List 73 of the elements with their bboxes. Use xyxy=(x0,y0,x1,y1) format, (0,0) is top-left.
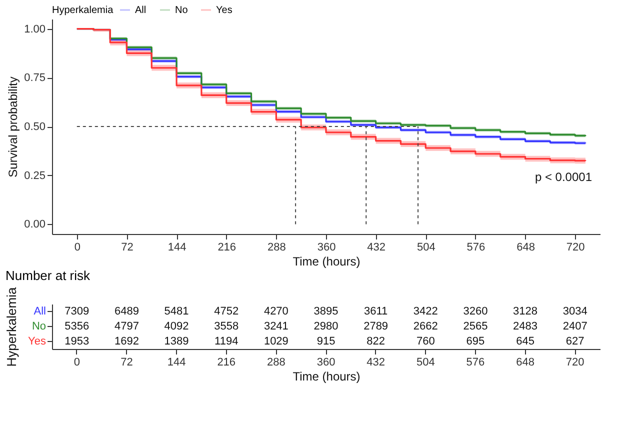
x-tick-label: 216 xyxy=(217,356,236,368)
y-tick-label: No xyxy=(32,320,46,332)
x-tick-label: 0 xyxy=(74,242,80,254)
x-tick-label: 0 xyxy=(74,356,80,368)
y-axis-title: Hyperkalemia xyxy=(4,286,19,367)
data-label: 2662 xyxy=(413,320,438,332)
legend-label: No xyxy=(175,5,188,16)
data-label: 5481 xyxy=(164,306,189,318)
data-label: 1389 xyxy=(164,336,189,348)
x-tick-label: 576 xyxy=(466,242,486,254)
chart-title: Number at risk xyxy=(6,268,91,283)
x-tick-label: 288 xyxy=(267,356,286,368)
data-label: 645 xyxy=(516,336,534,348)
x-tick-label: 360 xyxy=(316,356,336,368)
data-label: 3034 xyxy=(562,306,588,318)
x-tick-label: 72 xyxy=(121,242,134,254)
x-axis-title: Time (hours) xyxy=(292,370,360,384)
data-label: 4752 xyxy=(214,306,239,318)
data-label: 1692 xyxy=(114,336,139,348)
y-axis-title: Survival probability xyxy=(6,76,20,178)
legend-label: Yes xyxy=(216,5,232,16)
x-tick-label: 288 xyxy=(268,242,286,254)
data-label: 915 xyxy=(316,336,336,348)
data-label: 3422 xyxy=(413,306,438,318)
x-tick-label: 648 xyxy=(516,356,534,368)
x-tick-label: 72 xyxy=(120,356,133,368)
data-label: 7309 xyxy=(64,306,90,318)
data-label: 3558 xyxy=(214,320,239,332)
x-tick-label: 432 xyxy=(366,356,385,368)
x-tick-label: 432 xyxy=(367,242,386,254)
data-label: 2789 xyxy=(364,320,388,332)
legend-label: All xyxy=(135,5,146,16)
data-label: 1953 xyxy=(64,336,90,348)
x-tick-label: 504 xyxy=(416,356,435,368)
legend-title: Hyperkalemia xyxy=(52,5,114,16)
x-tick-label: 144 xyxy=(167,356,186,368)
data-label: 3241 xyxy=(264,320,288,332)
y-tick-label: 0.75 xyxy=(24,72,46,84)
data-label: 2980 xyxy=(314,320,338,332)
data-label: 627 xyxy=(566,336,584,348)
data-label: 1029 xyxy=(264,336,288,348)
data-label: 822 xyxy=(366,336,385,348)
x-tick-label: 504 xyxy=(416,242,436,254)
y-tick-label: All xyxy=(34,306,46,318)
data-label: 760 xyxy=(416,336,435,348)
x-tick-label: 144 xyxy=(168,242,186,254)
data-label: 2565 xyxy=(463,320,488,332)
annotation: p < 0.0001 xyxy=(534,170,592,184)
y-tick-label: Yes xyxy=(28,336,46,348)
data-label: 695 xyxy=(466,336,485,348)
y-tick-label: 0.25 xyxy=(24,170,46,182)
y-tick-label: 0.00 xyxy=(24,218,46,231)
data-label: 4797 xyxy=(114,320,139,332)
data-label: 6489 xyxy=(114,306,139,318)
data-label: 2407 xyxy=(562,320,588,332)
y-tick-label: 0.50 xyxy=(24,121,46,133)
x-tick-label: 576 xyxy=(466,356,485,368)
data-label: 3260 xyxy=(463,306,488,318)
data-label: 4092 xyxy=(164,320,189,332)
data-label: 1194 xyxy=(214,336,238,348)
x-tick-label: 720 xyxy=(566,242,585,254)
data-label: 4270 xyxy=(264,306,288,318)
y-tick-label: 1.00 xyxy=(24,23,46,36)
x-axis-title: Time (hours) xyxy=(292,254,360,268)
x-tick-label: 720 xyxy=(566,356,584,368)
x-tick-label: 216 xyxy=(218,242,236,254)
data-label: 3895 xyxy=(314,306,338,318)
data-label: 3128 xyxy=(513,306,538,318)
x-tick-label: 360 xyxy=(317,242,336,254)
data-label: 3611 xyxy=(364,306,388,318)
data-label: 2483 xyxy=(513,320,538,332)
data-label: 5356 xyxy=(64,320,90,332)
x-tick-label: 648 xyxy=(516,242,535,254)
